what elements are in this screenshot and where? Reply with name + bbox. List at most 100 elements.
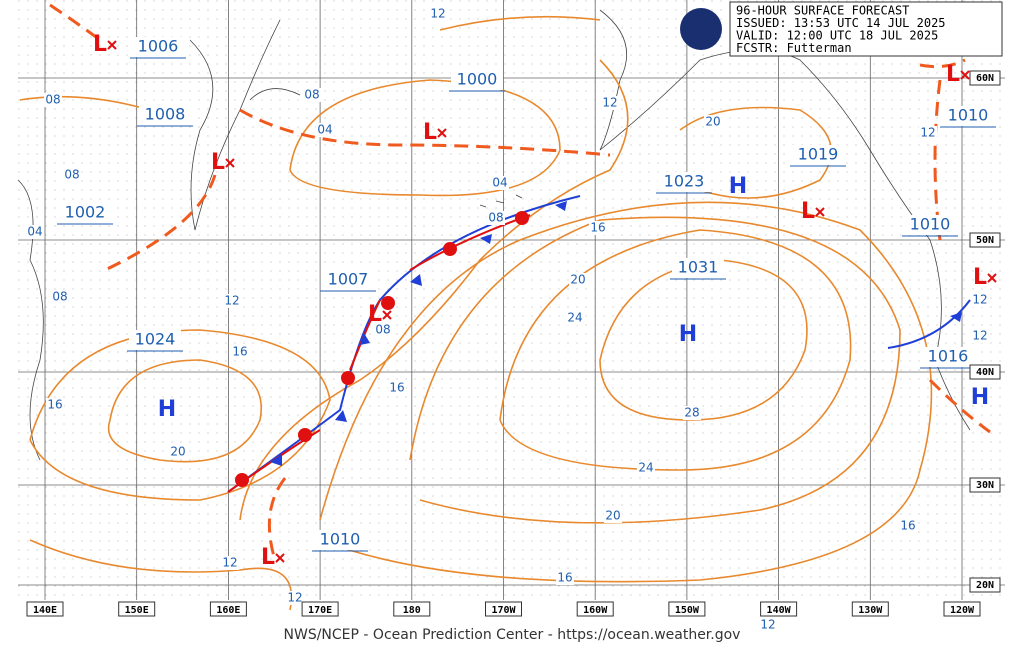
isobar-label-bg [759, 618, 777, 632]
isobar-label-bg [487, 211, 505, 225]
center-mark [275, 553, 285, 563]
center-mark [987, 273, 997, 283]
isobar-label-bg [971, 293, 989, 307]
isobar-label: 08 [45, 93, 60, 107]
lon-box [485, 601, 522, 617]
pressure-box [59, 203, 111, 223]
isobar-label: 12 [287, 591, 302, 605]
lat-label: 60N [976, 73, 994, 84]
isobar-label: 08 [375, 323, 390, 337]
pressure-label: 1019 [798, 145, 839, 164]
pressure-label: 1006 [138, 37, 179, 56]
isobar-label-bg [601, 96, 619, 110]
lat-box [969, 70, 1001, 86]
isobar-label-bg [919, 126, 937, 140]
isobar-label: 08 [304, 88, 319, 102]
isobar-label-bg [63, 168, 81, 182]
isobar-label-bg [374, 323, 392, 337]
isobar-label: 20 [170, 445, 185, 459]
lon-label: 160W [583, 605, 608, 616]
center-mark [382, 310, 392, 320]
header-box [729, 1, 1003, 57]
isobar-label-bg [316, 123, 334, 137]
isobar-label-bg [169, 445, 187, 459]
lon-label: 170W [491, 605, 516, 616]
lat-label: 20N [976, 580, 994, 591]
isobar-label-bg [569, 273, 587, 287]
pressure-label: 1010 [948, 106, 989, 125]
isobar-label: 08 [488, 211, 503, 225]
isobar-label: 04 [317, 123, 332, 137]
lat-label: 40N [976, 367, 994, 378]
isobar-label: 08 [64, 168, 79, 182]
isobar-label-bg [704, 115, 722, 129]
pressure-center: H [158, 397, 176, 422]
lon-box [301, 601, 339, 617]
lat-box [969, 364, 1001, 380]
lon-box [26, 601, 64, 617]
pressure-center: L [973, 265, 987, 290]
isobar-label-bg [556, 571, 574, 585]
isobar-label-bg [899, 519, 917, 533]
isobar-label: 16 [232, 345, 247, 359]
pressure-center: L [368, 302, 382, 327]
lon-box [393, 601, 431, 617]
pressure-center: L [946, 62, 960, 87]
pressure-box [922, 347, 974, 367]
fronts [227, 195, 971, 493]
isobar-label: 20 [570, 273, 585, 287]
isobar-label: 24 [638, 461, 653, 475]
center-mark [815, 207, 825, 217]
lon-label: 170E [308, 605, 332, 616]
noaa-logo [680, 8, 722, 50]
lon-label: 130W [858, 605, 883, 616]
isobar-label-bg [46, 398, 64, 412]
lon-label: 150W [675, 605, 700, 616]
isobar-label: 16 [900, 519, 915, 533]
pressure-label: 1007 [328, 270, 369, 289]
lat-box [969, 232, 1001, 248]
pressure-center: H [729, 174, 747, 199]
center-mark [225, 158, 235, 168]
header-line: VALID: 12:00 UTC 18 JUL 2025 [736, 29, 938, 43]
isobar-label-bg [604, 509, 622, 523]
pressure-label: 1024 [135, 330, 176, 349]
isobar-label: 28 [684, 406, 699, 420]
isobar-label: 16 [590, 221, 605, 235]
isobar-label: 16 [47, 398, 62, 412]
isobar-label: 20 [605, 509, 620, 523]
pressure-center: H [679, 322, 697, 347]
lon-label: 150E [125, 605, 149, 616]
isobar-label: 04 [492, 176, 507, 190]
lon-label: 160E [216, 605, 240, 616]
isobar-label-bg [971, 329, 989, 343]
lon-label: 180 [403, 605, 421, 616]
lon-label: 140E [33, 605, 57, 616]
lon-label: 120W [950, 605, 975, 616]
pressure-label: 1002 [65, 203, 106, 222]
pressure-box [792, 145, 844, 165]
isobar-label-bg [303, 88, 321, 102]
pressure-box [132, 37, 184, 57]
pressure-box [451, 70, 503, 90]
isobar-label: 04 [27, 225, 42, 239]
lon-box [668, 601, 706, 617]
lon-box [851, 601, 889, 617]
lat-box [969, 577, 1001, 593]
pressure-center: L [93, 32, 107, 57]
pressure-label: 1008 [145, 105, 186, 124]
lat-label: 50N [976, 235, 994, 246]
isobar-label-bg [589, 221, 607, 235]
pressure-center: L [211, 150, 225, 175]
lon-box [209, 601, 247, 617]
isobar-label-bg [44, 93, 62, 107]
isobar-label: 12 [972, 293, 987, 307]
pressure-label: 1010 [910, 215, 951, 234]
lat-box [969, 477, 1001, 493]
map-area [18, 0, 1005, 600]
isobar-label-bg [429, 7, 447, 21]
isobar-label: 12 [222, 556, 237, 570]
isobar-label-bg [221, 556, 239, 570]
grid [18, 0, 1005, 600]
